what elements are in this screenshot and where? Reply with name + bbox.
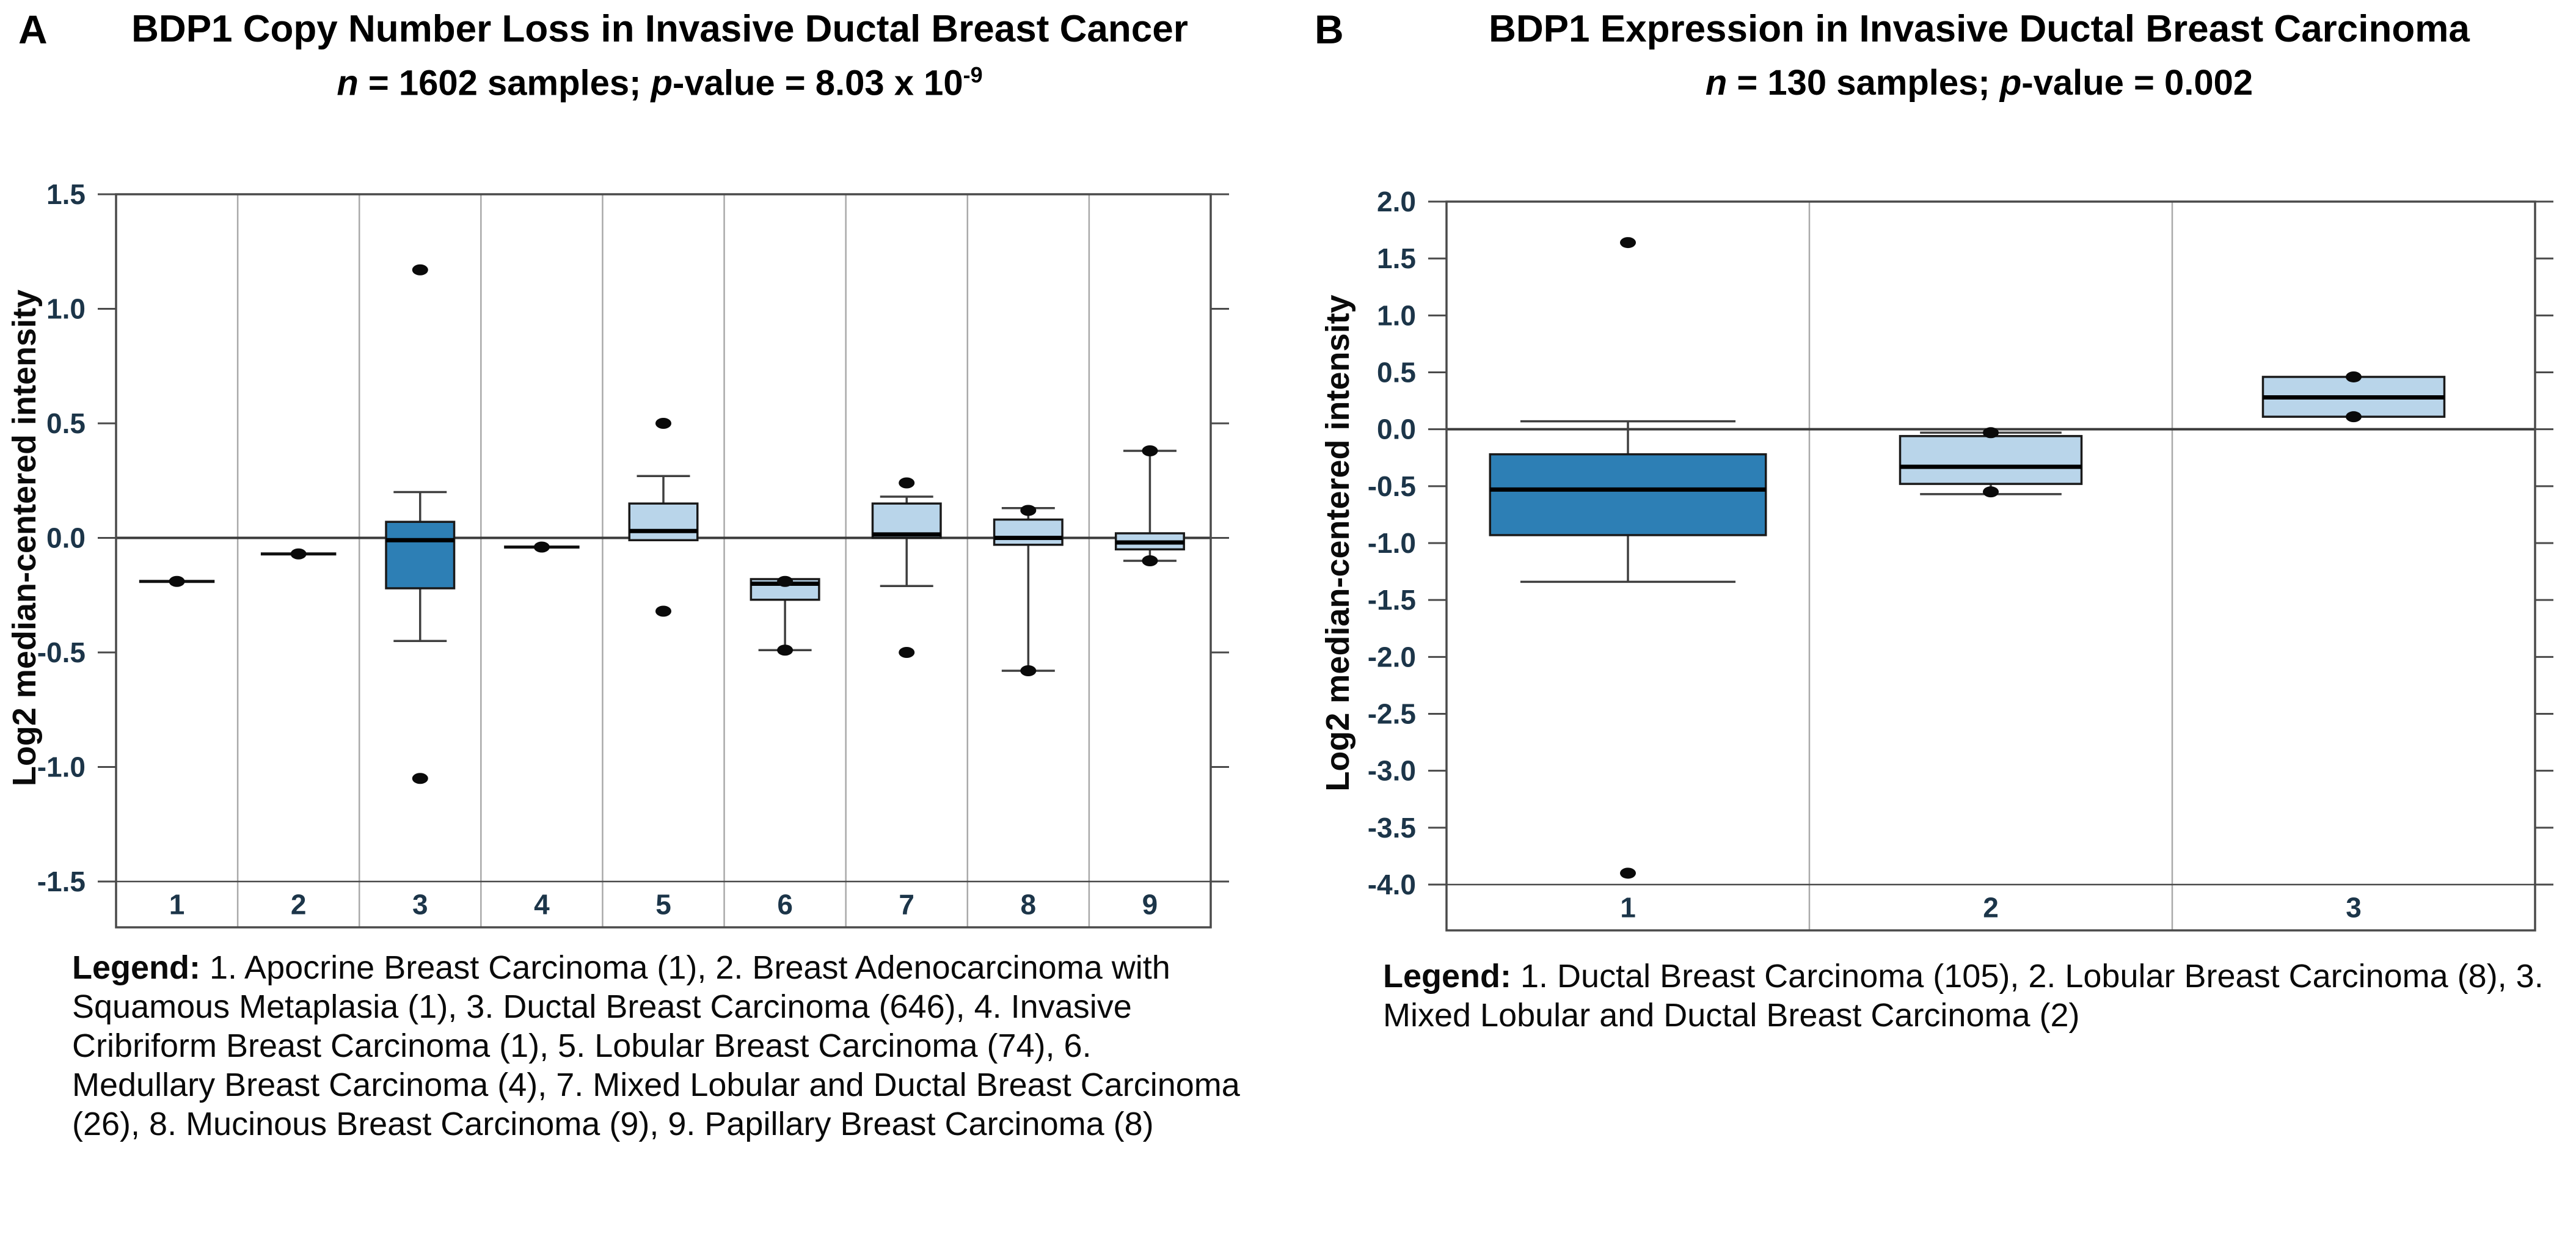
panel-b-title: BDP1 Expression in Invasive Ductal Breas… bbox=[1489, 8, 2470, 50]
y-tick-label: -1.5 bbox=[37, 866, 86, 897]
group-6 bbox=[750, 575, 820, 656]
category-label: 7 bbox=[899, 889, 914, 921]
category-label: 9 bbox=[1142, 889, 1158, 921]
data-point bbox=[899, 477, 915, 489]
box bbox=[993, 518, 1064, 546]
boxplot-a: 1.5 1.0 0.5 0.0 -0.5 -1.0 -1.5 1 2 3 4 5 6 7 8 9 Log2 me… bbox=[6, 178, 1229, 929]
y-tick-label: -0.5 bbox=[1368, 470, 1416, 502]
category-label: 2 bbox=[291, 889, 307, 921]
category-label: 1 bbox=[1620, 892, 1636, 924]
plot-border bbox=[115, 193, 1212, 929]
data-point bbox=[2346, 371, 2362, 382]
panel-a-legend-text: 1. Apocrine Breast Carcinoma (1), 2. Bre… bbox=[72, 949, 1240, 1142]
y-axis-label: Log2 median-centered intensity bbox=[1319, 294, 1356, 791]
panel-a-subtitle: n = 1602 samples; p-value = 8.03 x 10-9 bbox=[337, 62, 983, 103]
group-2 bbox=[260, 548, 337, 560]
group-3 bbox=[385, 264, 456, 784]
panel-a-legend: Legend: 1. Apocrine Breast Carcinoma (1)… bbox=[72, 948, 1242, 1144]
data-point bbox=[1020, 665, 1037, 676]
y-tick-label: -2.5 bbox=[1368, 698, 1416, 730]
y-axis-label: Log2 median-centered intensity bbox=[6, 290, 43, 786]
category-label: 5 bbox=[655, 889, 671, 921]
data-point bbox=[412, 773, 428, 784]
group-9 bbox=[1114, 445, 1185, 566]
group-4 bbox=[504, 541, 580, 553]
panel-b-legend-label: Legend: bbox=[1383, 958, 1511, 995]
box bbox=[385, 520, 456, 590]
panel-a: A BDP1 Copy Number Loss in Invasive Duct… bbox=[6, 7, 1242, 1144]
panel-b-letter: B bbox=[1315, 7, 1344, 52]
y-tick-label: -1.0 bbox=[37, 751, 86, 783]
panel-b-legend: Legend: 1. Ductal Breast Carcinoma (105)… bbox=[1383, 957, 2576, 1035]
box bbox=[628, 502, 699, 541]
group-8 bbox=[993, 505, 1064, 676]
data-point bbox=[1142, 555, 1158, 566]
y-tick-label: 1.5 bbox=[46, 178, 86, 210]
y-tick-label: 0.0 bbox=[1377, 414, 1416, 445]
category-label: 3 bbox=[2346, 892, 2362, 924]
data-point bbox=[412, 264, 428, 276]
data-point bbox=[2346, 411, 2362, 423]
y-tick-label: 1.0 bbox=[1377, 299, 1416, 331]
panel-b-subtitle: n = 130 samples; p-value = 0.002 bbox=[1705, 63, 2253, 103]
box bbox=[871, 502, 942, 539]
category-label: 2 bbox=[1983, 892, 1999, 924]
group-2 bbox=[1899, 427, 2083, 498]
data-point bbox=[169, 575, 185, 587]
y-tick-label: 1.5 bbox=[1377, 243, 1416, 274]
group-1 bbox=[1489, 237, 1767, 879]
panel-b-legend-text: 1. Ductal Breast Carcinoma (105), 2. Lob… bbox=[1383, 958, 2544, 1034]
category-label: 4 bbox=[534, 889, 550, 921]
data-point bbox=[655, 418, 671, 429]
boxplot-b: 2.0 1.5 1.0 0.5 0.0 -0.5 -1.0 -1.5 -2.0 -2.5 -3.0 -… bbox=[1319, 186, 2553, 932]
y-tick-label: -3.0 bbox=[1368, 755, 1416, 787]
data-point bbox=[1020, 505, 1037, 516]
data-point bbox=[533, 541, 550, 553]
data-point bbox=[1142, 445, 1158, 456]
group-3 bbox=[2261, 371, 2446, 423]
group-7 bbox=[871, 477, 942, 658]
y-tick-label: -4.0 bbox=[1368, 869, 1416, 900]
plot-border bbox=[1445, 200, 2536, 932]
y-tick-label: -1.5 bbox=[1368, 584, 1416, 616]
y-tick-label: 2.0 bbox=[1377, 186, 1416, 217]
group-5 bbox=[628, 418, 699, 617]
y-tick-label: -1.0 bbox=[1368, 527, 1416, 559]
data-point bbox=[777, 644, 794, 656]
y-tick-label: 1.0 bbox=[46, 293, 86, 325]
y-tick-label: 0.5 bbox=[46, 407, 86, 439]
y-tick-label: -2.0 bbox=[1368, 641, 1416, 673]
data-point bbox=[1620, 867, 1636, 879]
panel-a-title: BDP1 Copy Number Loss in Invasive Ductal… bbox=[131, 8, 1188, 50]
data-point bbox=[290, 548, 307, 560]
category-label: 1 bbox=[169, 889, 185, 921]
box bbox=[1899, 435, 2083, 485]
y-tick-label: -3.5 bbox=[1368, 812, 1416, 844]
box bbox=[1489, 453, 1767, 536]
y-tick-label: 0.5 bbox=[1377, 357, 1416, 389]
panel-a-legend-label: Legend: bbox=[72, 949, 200, 986]
panel-a-letter: A bbox=[18, 7, 48, 52]
data-point bbox=[655, 605, 671, 617]
panel-b: B BDP1 Expression in Invasive Ductal Bre… bbox=[1288, 0, 2576, 1234]
data-point bbox=[1983, 427, 1999, 439]
category-label: 6 bbox=[777, 889, 793, 921]
y-tick-label: 0.0 bbox=[46, 522, 86, 554]
data-point bbox=[777, 575, 794, 587]
category-label: 8 bbox=[1021, 889, 1037, 921]
data-point bbox=[1620, 237, 1636, 249]
group-1 bbox=[139, 575, 215, 587]
y-tick-label: -0.5 bbox=[37, 637, 86, 668]
data-point bbox=[1983, 486, 1999, 498]
data-point bbox=[899, 647, 915, 658]
category-label: 3 bbox=[412, 889, 428, 921]
